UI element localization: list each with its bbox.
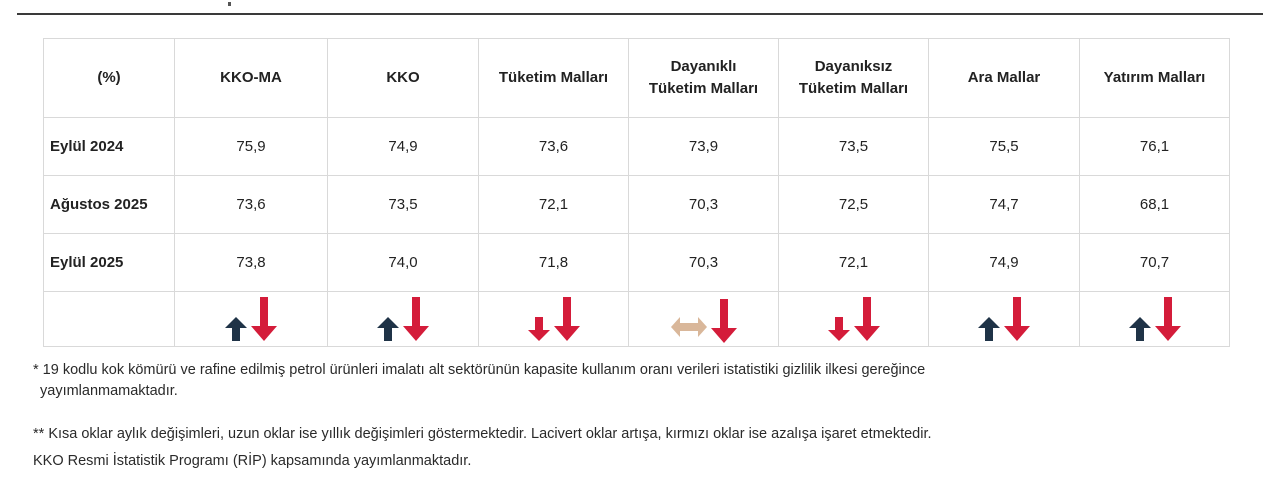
- monthly-down-arrow-icon: [827, 317, 850, 341]
- header-kko-ma: KKO-MA: [174, 38, 328, 118]
- table-cell: 70,3: [628, 175, 779, 234]
- yearly-down-arrow-icon: [553, 297, 580, 341]
- footnote-rip: KKO Resmi İstatistik Programı (RİP) kaps…: [33, 453, 472, 469]
- arrow-cell: [478, 291, 629, 347]
- footnote-arrow-legend: ** Kısa oklar aylık değişimleri, uzun ok…: [33, 426, 932, 442]
- header-dayaniksiz-tuketim: Dayanıksız Tüketim Malları: [778, 38, 929, 118]
- table-cell: 73,6: [478, 117, 629, 176]
- table-cell: 74,9: [327, 117, 479, 176]
- row-label: Eylül 2025: [43, 233, 175, 292]
- footnote-line: yayımlanmamaktadır.: [40, 383, 178, 399]
- footnote-line: * 19 kodlu kok kömürü ve rafine edilmiş …: [33, 362, 926, 378]
- table-cell: 68,1: [1079, 175, 1230, 234]
- header-line1: Dayanıksız: [814, 58, 893, 75]
- table-cell: 70,3: [628, 233, 779, 292]
- yearly-down-arrow-icon: [251, 297, 277, 341]
- change-arrows: [527, 293, 580, 341]
- table-cell: 72,1: [778, 233, 929, 292]
- monthly-flat-arrow-icon: [670, 317, 707, 337]
- change-arrows: [377, 293, 429, 341]
- arrow-cell: [174, 291, 328, 347]
- table-cell: 74,9: [928, 233, 1080, 292]
- footnotes: * 19 kodlu kok kömürü ve rafine edilmiş …: [33, 360, 1253, 472]
- table-cell: 73,5: [327, 175, 479, 234]
- change-arrows-row: [43, 291, 1230, 347]
- table-cell: 75,5: [928, 117, 1080, 176]
- header-dayanikli-tuketim: Dayanıklı Tüketim Malları: [628, 38, 779, 118]
- monthly-up-arrow-icon: [225, 317, 247, 341]
- table-cell: 75,9: [174, 117, 328, 176]
- yearly-down-arrow-icon: [710, 299, 737, 343]
- header-line1: KKO: [386, 69, 420, 86]
- top-divider: [17, 13, 1263, 15]
- row-label: Eylül 2024: [43, 117, 175, 176]
- change-arrows: [225, 293, 277, 341]
- yearly-down-arrow-icon: [403, 297, 429, 341]
- capacity-utilization-table: (%) KKO-MA KKO Tüketim Malları Dayanıklı…: [43, 38, 1230, 347]
- header-line1: Ara Mallar: [967, 69, 1041, 86]
- header-line2: Tüketim Malları: [648, 80, 759, 97]
- arrow-cell: [327, 291, 479, 347]
- change-arrows: [670, 295, 737, 343]
- arrow-row-label: [43, 291, 175, 347]
- footnote-confidentiality: * 19 kodlu kok kömürü ve rafine edilmiş …: [33, 360, 1253, 402]
- monthly-up-arrow-icon: [1128, 317, 1151, 341]
- yearly-down-arrow-icon: [853, 297, 880, 341]
- table-cell: 74,7: [928, 175, 1080, 234]
- table-cell: 73,9: [628, 117, 779, 176]
- header-tuketim-mallari: Tüketim Malları: [478, 38, 629, 118]
- arrow-cell: [1079, 291, 1230, 347]
- table-cell: 70,7: [1079, 233, 1230, 292]
- header-line1: Yatırım Malları: [1103, 69, 1206, 86]
- table-cell: 72,5: [778, 175, 929, 234]
- table-cell: 73,8: [174, 233, 328, 292]
- header-line1: Dayanıklı: [670, 58, 737, 75]
- table-row: Ağustos 2025 73,6 73,5 72,1 70,3 72,5 74…: [43, 175, 1230, 234]
- monthly-up-arrow-icon: [978, 317, 1000, 341]
- table-cell: 76,1: [1079, 117, 1230, 176]
- table-cell: 72,1: [478, 175, 629, 234]
- header-line1: KKO-MA: [220, 69, 282, 86]
- yearly-down-arrow-icon: [1004, 297, 1030, 341]
- monthly-up-arrow-icon: [377, 317, 399, 341]
- change-arrows: [978, 293, 1030, 341]
- header-row: (%) KKO-MA KKO Tüketim Malları Dayanıklı…: [43, 38, 1230, 118]
- header-line2: Tüketim Malları: [798, 80, 909, 97]
- arrow-cell: [928, 291, 1080, 347]
- header-unit-label: (%): [43, 38, 175, 118]
- top-tick-mark: [228, 2, 231, 6]
- header-ara-mallar: Ara Mallar: [928, 38, 1080, 118]
- arrow-cell: [778, 291, 929, 347]
- arrow-cell: [628, 291, 779, 347]
- table-cell: 71,8: [478, 233, 629, 292]
- change-arrows: [827, 293, 880, 341]
- table-row: Eylül 2024 75,9 74,9 73,6 73,9 73,5 75,5…: [43, 117, 1230, 176]
- yearly-down-arrow-icon: [1154, 297, 1181, 341]
- row-label: Ağustos 2025: [43, 175, 175, 234]
- header-line1: Tüketim Malları: [498, 69, 609, 86]
- table-cell: 73,6: [174, 175, 328, 234]
- header-yatirim-mallari: Yatırım Malları: [1079, 38, 1230, 118]
- table-cell: 73,5: [778, 117, 929, 176]
- table-row: Eylül 2025 73,8 74,0 71,8 70,3 72,1 74,9…: [43, 233, 1230, 292]
- header-kko: KKO: [327, 38, 479, 118]
- change-arrows: [1128, 293, 1181, 341]
- monthly-down-arrow-icon: [527, 317, 550, 341]
- table-cell: 74,0: [327, 233, 479, 292]
